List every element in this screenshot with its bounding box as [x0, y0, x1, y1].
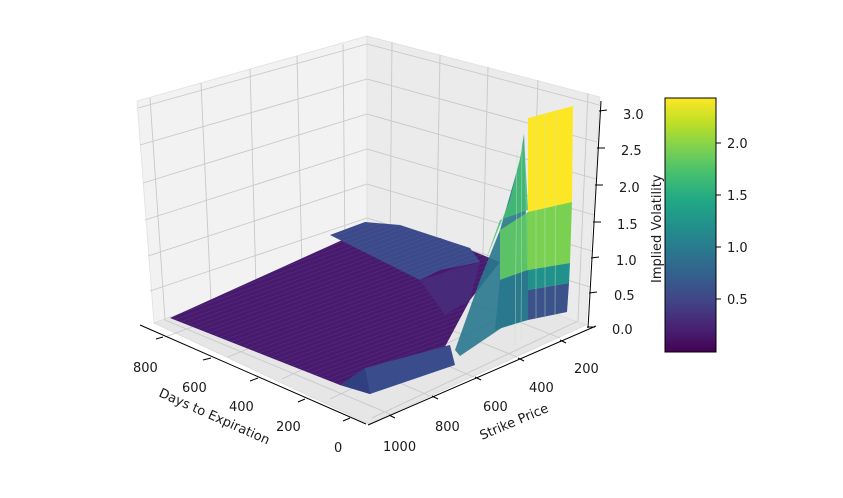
colorbar-tick: 1.5: [727, 189, 748, 204]
z-tick: 2.0: [619, 181, 640, 196]
z-tick: 1.5: [617, 218, 638, 233]
colorbar-tick: 0.5: [727, 293, 748, 308]
x-axis-label: Days to Expiration: [156, 386, 271, 448]
z-tick: 0.0: [612, 323, 633, 338]
z-tick: 3.0: [623, 108, 644, 123]
z-tick: 0.5: [614, 289, 635, 304]
y-tick: 1000: [383, 440, 416, 455]
y-tick: 400: [529, 381, 554, 396]
colorbar-label: Implied Volatility: [650, 174, 665, 283]
y-tick: 600: [483, 400, 508, 415]
y-tick: 800: [435, 420, 460, 435]
x-tick: 0: [334, 441, 342, 456]
volatility-surface: [170, 106, 573, 394]
y-tick: 200: [574, 362, 599, 377]
z-tick: 1.0: [616, 254, 637, 269]
x-tick: 800: [133, 361, 158, 376]
z-tick: 2.5: [621, 144, 642, 159]
grid-left-horizontal: [137, 43, 368, 292]
colorbar-tick: 2.0: [727, 137, 748, 152]
x-tick: 200: [276, 420, 301, 435]
colorbar-gradient: [664, 97, 717, 353]
grid-left-vertical: [149, 43, 346, 321]
x-tick: 600: [182, 381, 207, 396]
x-tick: 400: [229, 400, 254, 415]
colorbar-tick: 1.0: [727, 241, 748, 256]
z-axis: 0.0 0.5 1.0 1.5 2.0 2.5 3.0: [587, 100, 644, 338]
colorbar: 2.0 1.5 1.0 0.5 Implied Volatility: [650, 97, 748, 353]
